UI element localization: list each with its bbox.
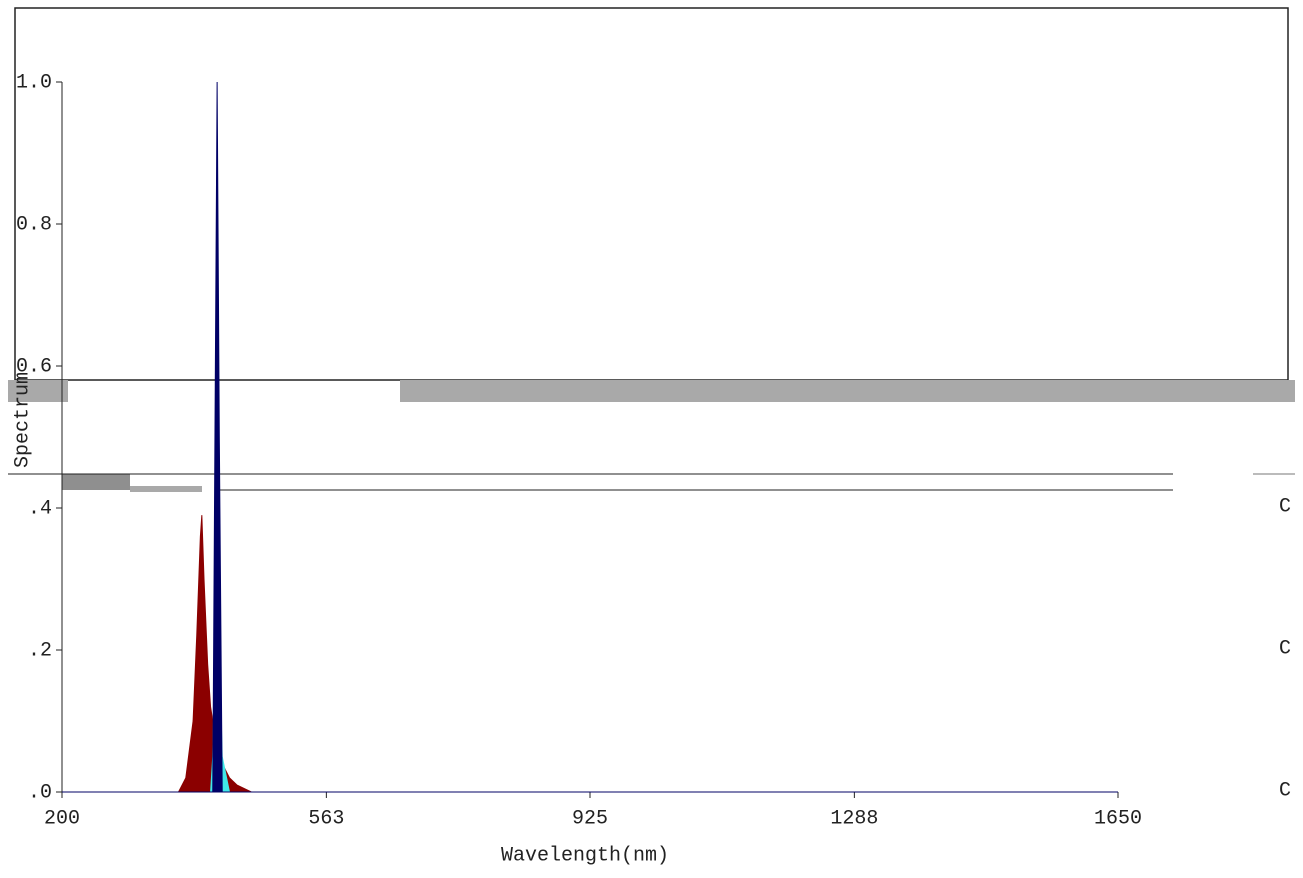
y-tick-label: 1.0 <box>16 71 52 94</box>
spectrum-area <box>62 81 1118 793</box>
y-axis-label: Spectrum <box>11 372 34 468</box>
annotation: C <box>1279 495 1291 518</box>
x-tick-label: 200 <box>44 807 80 830</box>
x-tick-label: 1288 <box>830 807 878 830</box>
glitch-bar <box>8 380 68 402</box>
y-tick-label: 0.8 <box>16 213 52 236</box>
x-tick-label: 925 <box>572 807 608 830</box>
y-tick-label: .4 <box>28 497 52 520</box>
annotation: C <box>1279 779 1291 802</box>
x-axis-label: Wavelength(nm) <box>501 844 669 867</box>
annotation: C <box>1279 637 1291 660</box>
glitch-bar <box>400 380 1295 402</box>
spectrum-area <box>62 515 1118 793</box>
x-tick-label: 563 <box>308 807 344 830</box>
glitch-bar <box>130 486 202 492</box>
y-tick-label: .2 <box>28 639 52 662</box>
x-tick-label: 1650 <box>1094 807 1142 830</box>
upper-panel-border <box>14 7 1289 381</box>
y-tick-label: .0 <box>28 781 52 804</box>
y-tick-label: 0.6 <box>16 355 52 378</box>
glitch-bar <box>62 474 130 490</box>
